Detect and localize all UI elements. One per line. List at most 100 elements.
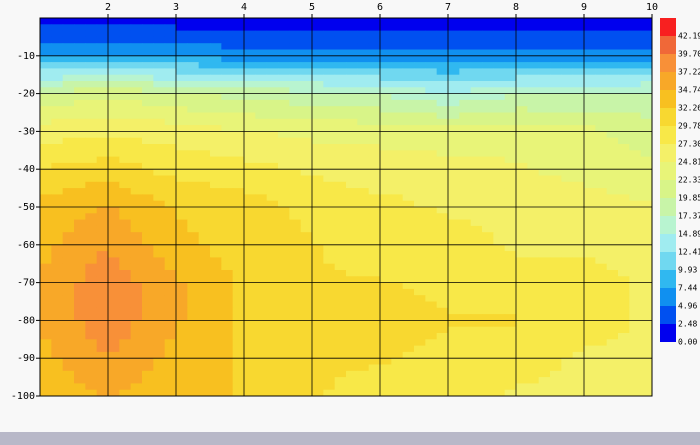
- contour-cell: [51, 383, 64, 391]
- contour-cell: [391, 238, 404, 246]
- contour-cell: [198, 112, 211, 120]
- contour-cell: [255, 55, 268, 63]
- contour-cell: [198, 144, 211, 151]
- contour-cell: [119, 93, 132, 101]
- contour-cell: [368, 364, 381, 372]
- contour-cell: [108, 282, 120, 290]
- contour-cell: [459, 156, 472, 164]
- contour-cell: [85, 194, 98, 202]
- contour-cell: [538, 314, 551, 321]
- contour-cell: [119, 238, 132, 246]
- contour-cell: [425, 112, 438, 120]
- contour-cell: [96, 74, 109, 82]
- contour-cell: [221, 314, 234, 321]
- contour-cell: [232, 131, 245, 139]
- contour-cell: [595, 87, 608, 95]
- contour-cell: [176, 244, 188, 252]
- contour-cell: [436, 364, 449, 372]
- contour-cell: [142, 251, 154, 258]
- contour-cell: [119, 156, 132, 164]
- contour-cell: [402, 225, 415, 233]
- contour-cell: [357, 18, 370, 25]
- contour-cell: [266, 118, 279, 126]
- contour-cell: [346, 219, 358, 227]
- contour-cell: [436, 282, 449, 290]
- contour-cell: [572, 24, 585, 32]
- contour-cell: [629, 106, 642, 113]
- contour-cell: [142, 288, 154, 296]
- contour-cell: [538, 377, 551, 384]
- contour-cell: [584, 68, 596, 76]
- contour-cell: [402, 81, 415, 88]
- contour-cell: [448, 333, 460, 340]
- contour-cell: [482, 307, 494, 315]
- contour-cell: [527, 118, 540, 126]
- contour-cell: [346, 181, 358, 189]
- contour-cell: [380, 43, 392, 50]
- contour-cell: [85, 314, 98, 321]
- contour-cell: [470, 118, 483, 126]
- contour-cell: [119, 62, 132, 69]
- contour-cell: [561, 232, 574, 239]
- contour-cell: [402, 219, 415, 227]
- contour-cell: [187, 87, 200, 95]
- contour-cell: [595, 263, 608, 271]
- contour-cell: [176, 263, 188, 271]
- contour-cell: [164, 345, 177, 353]
- contour-cell: [538, 389, 551, 397]
- contour-cell: [74, 62, 86, 69]
- contour-cell: [414, 213, 426, 221]
- contour-cell: [300, 18, 313, 25]
- contour-cell: [334, 175, 347, 183]
- contour-cell: [527, 370, 540, 378]
- contour-cell: [198, 282, 211, 290]
- contour-cell: [448, 232, 460, 239]
- contour-cell: [176, 288, 188, 296]
- contour-cell: [493, 383, 506, 391]
- contour-cell: [448, 276, 460, 284]
- contour-cell: [482, 137, 494, 145]
- contour-cell: [221, 364, 234, 372]
- contour-cell: [255, 137, 268, 145]
- contour-cell: [459, 68, 472, 76]
- contour-cell: [108, 93, 120, 101]
- contour-cell: [278, 389, 290, 397]
- contour-cell: [221, 144, 234, 151]
- contour-cell: [493, 207, 506, 214]
- contour-cell: [606, 251, 619, 258]
- contour-cell: [108, 62, 120, 69]
- contour-cell: [629, 377, 642, 384]
- colorbar-swatch: [660, 126, 676, 144]
- contour-cell: [629, 370, 642, 378]
- contour-cell: [62, 81, 75, 88]
- contour-cell: [380, 200, 392, 208]
- contour-cell: [289, 93, 302, 101]
- contour-cell: [323, 383, 336, 391]
- contour-cell: [278, 93, 290, 101]
- contour-cell: [130, 213, 143, 221]
- contour-cell: [448, 295, 460, 302]
- contour-cell: [289, 24, 302, 32]
- contour-cell: [119, 36, 132, 44]
- contour-cell: [527, 339, 540, 347]
- contour-cell: [538, 43, 551, 50]
- contour-cell: [493, 326, 506, 334]
- contour-cell: [402, 137, 415, 145]
- contour-cell: [255, 301, 268, 309]
- contour-cell: [278, 301, 290, 309]
- contour-cell: [448, 307, 460, 315]
- contour-cell: [482, 207, 494, 214]
- contour-cell: [380, 181, 392, 189]
- contour-cell: [414, 244, 426, 252]
- contour-cell: [62, 207, 75, 214]
- contour-cell: [561, 43, 574, 50]
- contour-cell: [334, 238, 347, 246]
- contour-cell: [142, 81, 154, 88]
- contour-cell: [40, 162, 52, 170]
- contour-cell: [164, 383, 177, 391]
- contour-cell: [119, 263, 132, 271]
- contour-cell: [312, 112, 324, 120]
- contour-cell: [629, 131, 642, 139]
- contour-cell: [606, 301, 619, 309]
- contour-cell: [62, 225, 75, 233]
